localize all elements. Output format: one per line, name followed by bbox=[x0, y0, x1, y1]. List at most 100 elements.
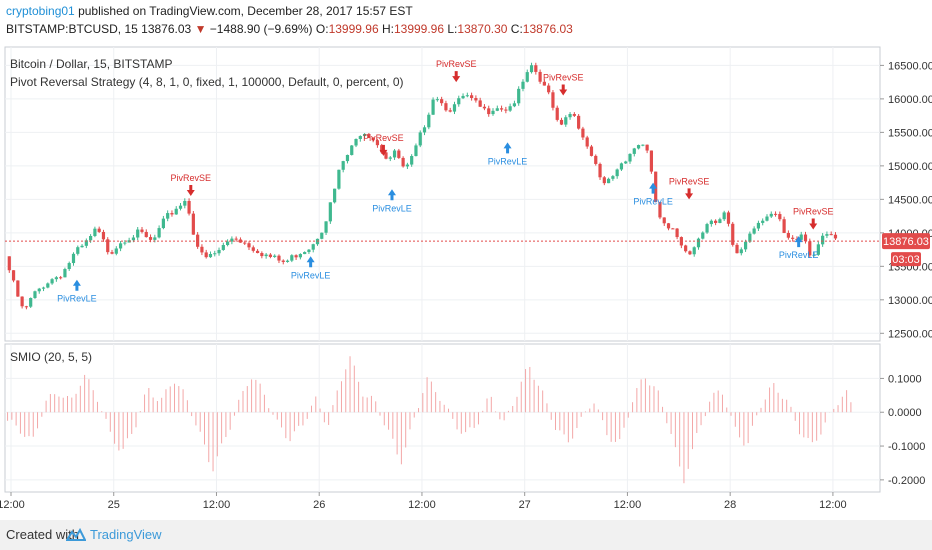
candle-body bbox=[204, 252, 208, 258]
candle-body bbox=[354, 139, 358, 146]
time-tick-label: 12:00 bbox=[819, 499, 847, 511]
low-value: 13870.30 bbox=[457, 22, 508, 36]
candle-body bbox=[16, 280, 20, 297]
symbol-text: BITSTAMP:BTCUSD, 15 bbox=[6, 22, 138, 36]
long-entry-arrow-icon bbox=[306, 256, 315, 268]
signal-label-se: PivRevSE bbox=[363, 133, 404, 143]
short-entry-arrow-icon bbox=[186, 185, 195, 196]
tradingview-logo-icon bbox=[66, 528, 86, 541]
open-value: 13999.96 bbox=[328, 22, 379, 36]
candle-body bbox=[594, 155, 598, 164]
high-label: H: bbox=[381, 22, 394, 36]
candle-body bbox=[718, 219, 722, 223]
candle-body bbox=[80, 245, 84, 248]
candle-body bbox=[444, 103, 448, 111]
candle-body bbox=[572, 114, 576, 116]
candle-body bbox=[11, 270, 16, 281]
time-tick-label: 26 bbox=[313, 499, 325, 511]
candle-body bbox=[230, 238, 234, 242]
candle-body bbox=[619, 163, 624, 170]
price-chart-svg[interactable]: PivRevLE PivRevSE PivRevLE PivRevSE PivRevLE… bbox=[0, 0, 932, 520]
long-entry-arrow-icon bbox=[649, 182, 658, 194]
candle-body bbox=[405, 164, 409, 167]
candle-body bbox=[371, 138, 375, 141]
candle-body bbox=[457, 98, 461, 105]
candle-body bbox=[243, 242, 247, 244]
candle-body bbox=[170, 213, 174, 215]
candle-body bbox=[101, 231, 106, 240]
candle-body bbox=[508, 106, 512, 111]
publish-line: cryptobing01 published on TradingView.co… bbox=[6, 4, 413, 18]
candle-body bbox=[577, 115, 581, 129]
candle-body bbox=[418, 132, 422, 146]
candle-body bbox=[294, 255, 298, 258]
main-pane-frame bbox=[4, 46, 881, 342]
candle-body bbox=[33, 291, 37, 298]
long-entry-arrow-icon bbox=[794, 236, 803, 248]
candle-body bbox=[298, 254, 302, 258]
price-tick-label: 12500.00 bbox=[888, 328, 932, 340]
strategy-label: Pivot Reversal Strategy (4, 8, 1, 0, fix… bbox=[10, 75, 404, 89]
candle-body bbox=[585, 137, 589, 147]
candle-body bbox=[123, 242, 127, 244]
candle-body bbox=[131, 237, 136, 241]
candle-body bbox=[649, 150, 654, 172]
candle-body bbox=[273, 255, 277, 257]
tradingview-link[interactable]: TradingView bbox=[90, 527, 162, 542]
candle-body bbox=[427, 114, 431, 128]
candle-body bbox=[264, 254, 268, 257]
price-tick-label: 16000.00 bbox=[888, 94, 932, 106]
candle-body bbox=[410, 156, 414, 165]
pane-title: Bitcoin / Dollar, 15, BITSTAMP bbox=[10, 57, 173, 71]
candle-body bbox=[658, 201, 662, 218]
signal-label-le: PivRevLE bbox=[291, 270, 331, 280]
osc-tick-label: 0.1000 bbox=[888, 373, 922, 385]
long-entry-arrow-icon bbox=[387, 189, 396, 201]
candle-body bbox=[474, 98, 478, 101]
time-tick-label: 12:00 bbox=[0, 499, 25, 511]
candle-body bbox=[67, 263, 71, 270]
last-price-tag: 13876.03 03:03 bbox=[882, 233, 930, 267]
open-label: O: bbox=[315, 22, 329, 36]
candle-body bbox=[337, 169, 341, 189]
candle-body bbox=[440, 99, 444, 104]
candle-body bbox=[166, 213, 170, 219]
candle-body bbox=[388, 157, 392, 159]
candle-body bbox=[709, 220, 713, 225]
time-tick-label: 27 bbox=[519, 499, 531, 511]
candle-body bbox=[174, 208, 178, 215]
candle-body bbox=[303, 252, 307, 255]
candle-body bbox=[624, 161, 628, 164]
high-value: 13999.96 bbox=[393, 22, 445, 36]
candle-body bbox=[705, 224, 709, 233]
candle-body bbox=[367, 133, 371, 139]
candle-body bbox=[769, 213, 773, 217]
candle-body bbox=[551, 92, 555, 108]
candle-body bbox=[641, 144, 645, 146]
signal-label-se: PivRevSE bbox=[436, 59, 477, 69]
candle-body bbox=[752, 228, 756, 234]
candle-body bbox=[41, 287, 46, 289]
candle-body bbox=[581, 128, 585, 138]
candle-body bbox=[268, 254, 273, 257]
candle-body bbox=[735, 244, 739, 254]
signal-label-le: PivRevLE bbox=[488, 156, 528, 166]
candle-body bbox=[110, 252, 114, 254]
author-link[interactable]: cryptobing01 bbox=[6, 4, 75, 18]
candle-body bbox=[221, 245, 225, 250]
candle-body bbox=[547, 85, 551, 93]
candle-body bbox=[598, 163, 602, 178]
short-entry-arrow-icon bbox=[809, 218, 818, 230]
candle-body bbox=[187, 200, 191, 214]
candle-body bbox=[478, 100, 482, 107]
footer-bar: Created with TradingView bbox=[0, 520, 932, 550]
candle-body bbox=[157, 228, 161, 238]
candle-body bbox=[29, 297, 33, 307]
signal-label-se: PivRevSE bbox=[669, 176, 710, 186]
candle-body bbox=[803, 234, 808, 242]
candle-body bbox=[84, 240, 88, 246]
candle-body bbox=[247, 243, 251, 248]
candle-body bbox=[341, 161, 345, 170]
price-tick-label: 15000.00 bbox=[888, 161, 932, 173]
candle-body bbox=[512, 103, 517, 107]
